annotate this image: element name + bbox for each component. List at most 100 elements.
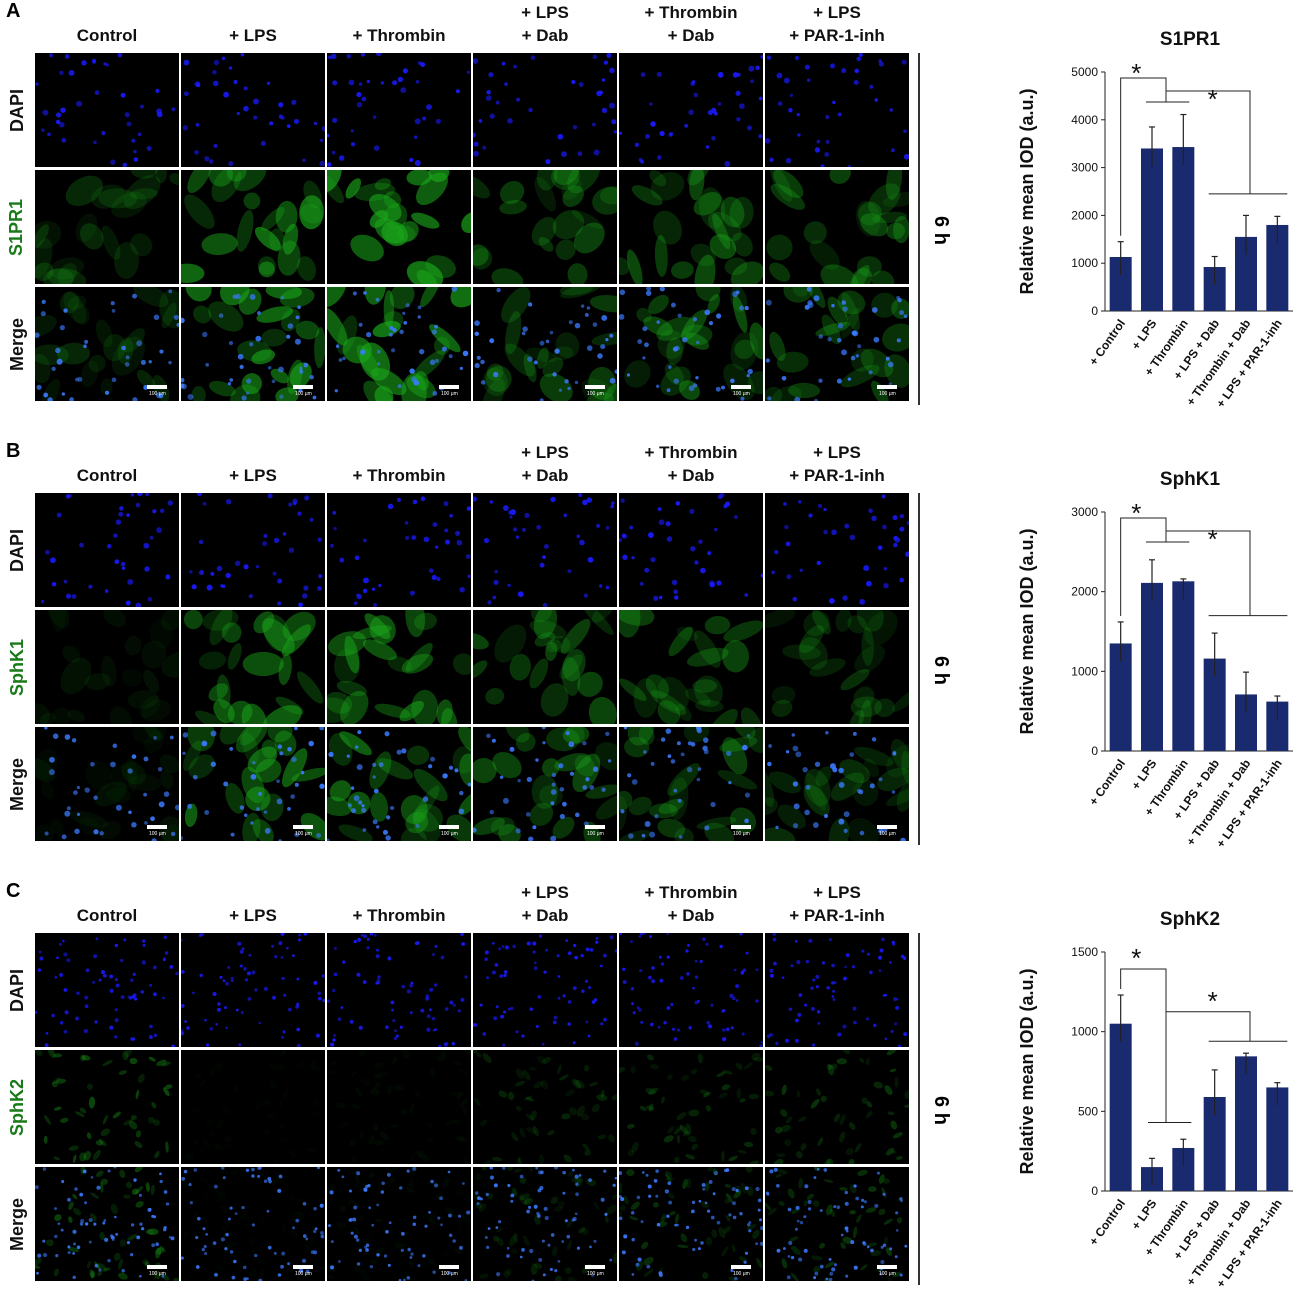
column-label: + Thrombin <box>352 466 446 485</box>
panel-letter: B <box>6 440 21 462</box>
column-label: Control <box>76 466 138 485</box>
micrograph-cell <box>35 170 179 284</box>
scale-bar <box>293 385 313 389</box>
scale-bar-label: 100 μm <box>295 391 312 397</box>
bar <box>1203 658 1226 751</box>
column-label: + Thrombin + Dab <box>644 443 738 485</box>
micrograph-texture <box>35 935 179 1047</box>
micrograph-cell <box>619 53 763 167</box>
micrograph-cell: 100 μm <box>765 1167 909 1281</box>
time-label: 6 h <box>925 640 955 700</box>
column-label: + Thrombin <box>352 906 446 925</box>
significance-bracket <box>1166 90 1251 194</box>
micrograph-grid: 100 μm 100 μm 100 μm 100 μm 100 μm 100 μm <box>35 493 911 842</box>
micrograph-texture <box>473 493 615 607</box>
micrograph-texture <box>766 170 909 284</box>
panel-letter: A <box>6 0 21 22</box>
row-label: SphK1 <box>4 610 30 724</box>
chart-container: S1PR1 Relative mean IOD (a.u.) 0 1000 2000 30… <box>1000 0 1300 430</box>
scale-bar-label: 100 μm <box>441 831 458 837</box>
micrograph-texture <box>473 610 617 724</box>
scale-bar <box>147 1265 167 1269</box>
scale-bar <box>585 1265 605 1269</box>
micrograph-cell: 100 μm <box>473 727 617 841</box>
y-tick-label: 0 <box>1091 304 1098 318</box>
significance-bracket <box>1120 517 1167 616</box>
micrograph-texture <box>765 731 909 841</box>
micrograph-cell: 100 μm <box>765 727 909 841</box>
scale-bar-label: 100 μm <box>587 831 604 837</box>
micrograph-cell <box>765 1050 909 1164</box>
scale-bar <box>439 825 459 829</box>
micrograph-texture <box>474 287 617 401</box>
micrograph-texture <box>327 53 470 167</box>
micrograph-texture <box>619 55 763 167</box>
column-label: + LPS <box>229 26 277 45</box>
panel-a: A Control + LPS + Thrombin + LPS + Dab + Thro… <box>0 0 1300 430</box>
micrograph-texture <box>473 934 617 1047</box>
micrograph-cell <box>765 53 909 167</box>
micrograph-cell <box>181 933 325 1047</box>
chart-title: SphK2 <box>1160 909 1220 930</box>
bar <box>1235 694 1257 751</box>
micrograph-cell <box>327 493 471 607</box>
micrograph-texture <box>35 287 179 401</box>
row-label: S1PR1 <box>4 170 30 284</box>
micrograph-texture <box>35 53 176 167</box>
micrograph-texture <box>35 610 179 724</box>
micrograph-texture <box>35 1050 173 1163</box>
panel-c: C Control + LPS + Thrombin + LPS + Dab + Thro… <box>0 880 1300 1310</box>
bar <box>1172 581 1195 751</box>
micrograph-cell <box>765 493 909 607</box>
column-label: + LPS + Dab <box>521 3 569 45</box>
micrograph-texture <box>473 1050 617 1164</box>
scale-bar <box>585 825 605 829</box>
micrograph-cell <box>181 610 325 724</box>
micrograph-texture <box>181 287 325 401</box>
micrograph-texture <box>619 1167 763 1281</box>
micrograph-texture <box>765 1050 909 1164</box>
y-tick-label: 1000 <box>1071 664 1098 678</box>
micrograph-cell <box>473 610 617 724</box>
column-label: + Thrombin + Dab <box>644 3 738 45</box>
micrograph-cell <box>473 53 617 167</box>
significance-star: * <box>1208 84 1218 114</box>
micrograph-cell <box>35 493 179 607</box>
row-label-text: DAPI <box>6 968 27 1012</box>
x-tick-label: + LPS <box>1129 317 1160 353</box>
scale-bar-label: 100 μm <box>587 1271 604 1277</box>
time-bracket-line <box>918 53 920 405</box>
row-label: Merge <box>4 727 30 841</box>
x-tick-label: + LPS <box>1129 757 1160 793</box>
micrograph-cell <box>181 170 325 284</box>
micrograph-cell <box>473 933 617 1047</box>
scale-bar-label: 100 μm <box>733 391 750 397</box>
micrograph-cell <box>765 610 909 724</box>
column-label: Control <box>76 26 138 45</box>
scale-bar <box>731 385 751 389</box>
time-label-text: 6 h <box>929 215 952 245</box>
micrograph-texture <box>765 53 909 167</box>
micrograph-cell <box>327 933 471 1047</box>
y-axis-label: Relative mean IOD (a.u.) <box>1017 88 1037 294</box>
scale-bar <box>731 825 751 829</box>
significance-bracket <box>1166 530 1251 616</box>
scale-bar <box>877 1265 897 1269</box>
micrograph-cell <box>327 170 471 284</box>
bar <box>1266 701 1289 751</box>
significance-star: * <box>1131 498 1141 528</box>
scale-bar-label: 100 μm <box>879 1271 896 1277</box>
significance-star: * <box>1208 986 1218 1016</box>
micrograph-texture <box>619 727 763 841</box>
micrograph-cell: 100 μm <box>619 287 763 401</box>
micrograph-texture <box>473 1167 617 1281</box>
micrograph-cell: 100 μm <box>327 287 471 401</box>
time-label-text: 6 h <box>929 1095 952 1125</box>
micrograph-texture <box>619 933 763 1047</box>
micrograph-texture <box>619 1052 763 1164</box>
y-tick-label: 1000 <box>1071 1025 1098 1039</box>
micrograph-cell <box>473 170 617 284</box>
micrograph-cell <box>181 53 325 167</box>
bar <box>1172 147 1195 311</box>
micrograph-texture <box>181 1050 325 1164</box>
